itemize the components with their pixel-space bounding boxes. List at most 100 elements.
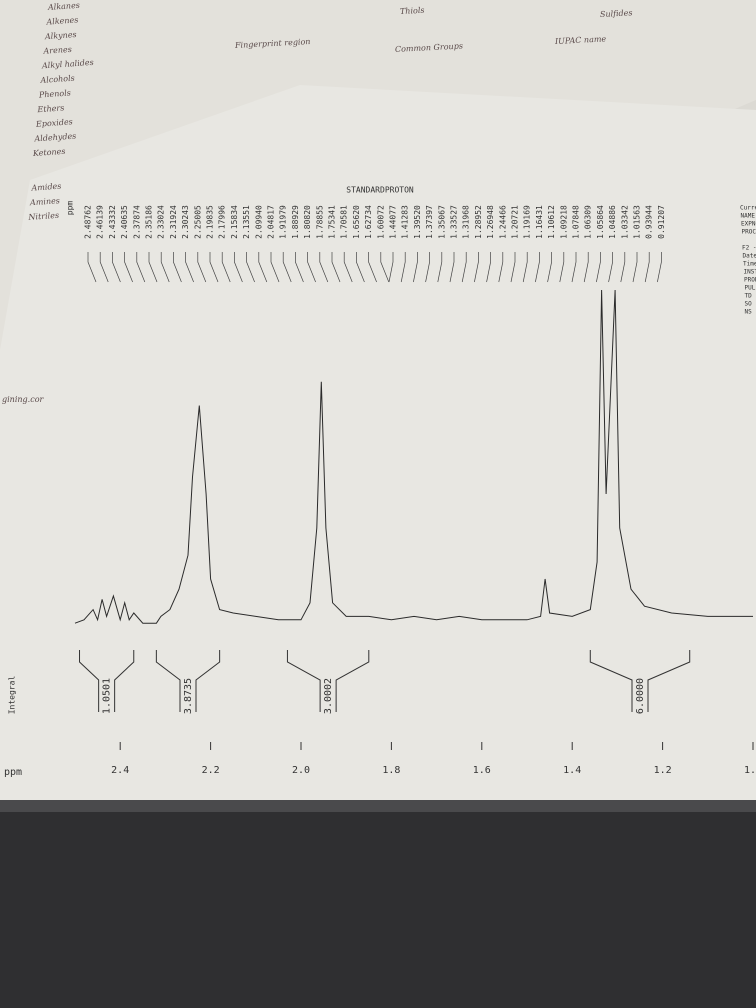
peak-leader — [246, 252, 255, 283]
peak-leader — [632, 252, 638, 283]
parameter: EXPNO — [741, 221, 756, 228]
note-text: Alcohols — [39, 74, 75, 85]
note-text: Epoxides — [35, 117, 73, 129]
x-tick-label: 2.4 — [111, 765, 129, 776]
peak-label: 1.62734 — [364, 205, 373, 239]
peak-leader — [522, 252, 528, 283]
peak-label: 2.13551 — [242, 205, 251, 239]
parameter: INST — [744, 269, 756, 276]
peak-label: 2.31924 — [169, 205, 178, 239]
parameter: NAME — [741, 213, 756, 220]
x-tick-label: 1.0 — [744, 765, 756, 776]
peak-leader — [282, 252, 292, 283]
note-text: Nitriles — [27, 211, 59, 222]
peak-leader — [331, 252, 341, 283]
peak-leader — [657, 252, 662, 283]
x-tick-label: 2.2 — [202, 765, 220, 776]
peak-label: 1.44077 — [389, 205, 398, 239]
parameter: Time — [743, 261, 756, 268]
peak-leader — [185, 252, 194, 283]
integral-bracket — [286, 650, 370, 712]
peak-leader — [474, 252, 479, 283]
note-text: Arenes — [42, 45, 72, 56]
peak-label: 0.91207 — [657, 205, 666, 239]
peak-label: 1.35067 — [437, 205, 446, 239]
peak-label: 1.31968 — [462, 205, 471, 239]
peak-leader — [498, 252, 504, 283]
peak-label: 1.16431 — [535, 205, 544, 239]
peak-leader — [461, 252, 467, 283]
note-heading: IUPAC name — [554, 34, 607, 46]
peak-leader — [356, 252, 365, 283]
peak-label: 2.15834 — [230, 205, 239, 239]
peak-label: 1.28952 — [474, 205, 483, 239]
peak-leader — [368, 252, 377, 283]
x-axis-label: ppm — [4, 767, 22, 778]
note-text: Phenols — [38, 88, 71, 99]
note-text: Alkenes — [45, 15, 78, 26]
parameter: PROCNO — [742, 229, 756, 236]
peak-leader — [160, 252, 170, 283]
peak-label: 2.35186 — [145, 205, 154, 239]
note-text: Alkyl halides — [41, 58, 94, 71]
peak-leader — [295, 252, 304, 283]
peak-leader — [221, 252, 231, 283]
peak-label: 1.09218 — [559, 205, 568, 239]
peak-label: 2.40635 — [120, 205, 129, 239]
spectrum-trace — [74, 289, 753, 624]
integral-label: Integral — [8, 676, 17, 715]
peak-leader — [400, 252, 406, 283]
peak-leader — [413, 252, 418, 283]
peak-label: 1.01563 — [633, 205, 642, 239]
note-heading: Fingerprint region — [234, 37, 311, 50]
peak-leader — [644, 252, 650, 283]
peak-leader — [343, 252, 353, 283]
peak-leader — [87, 252, 97, 283]
peak-label: 1.65620 — [352, 205, 361, 239]
peak-leader — [547, 252, 552, 283]
peak-leader — [136, 252, 146, 283]
peak-label: 1.05864 — [596, 205, 605, 239]
notes: Alkanes Alkenes Alkynes Arenes Alkyl halides… — [27, 1, 632, 222]
chart-title: STANDARDPROTON — [346, 186, 414, 195]
peak-label: 1.26948 — [486, 205, 495, 239]
parameter: TD — [745, 293, 753, 300]
peak-leader — [425, 252, 430, 283]
peak-leader — [380, 252, 390, 283]
peak-label: 1.60072 — [376, 205, 385, 239]
peak-leader — [197, 252, 207, 283]
peak-leader — [258, 252, 268, 283]
parameter: PUL — [745, 285, 756, 292]
peak-label: 1.80820 — [303, 205, 312, 239]
peak-label: 1.78855 — [315, 205, 324, 239]
peak-label: 1.04886 — [608, 205, 617, 239]
parameter: F2 - — [742, 245, 756, 252]
note-text: Alkanes — [47, 1, 81, 12]
integral-value: 1.0501 — [102, 678, 113, 714]
peak-leader — [510, 252, 516, 283]
peak-leader — [571, 252, 577, 283]
sheet-edge — [0, 800, 756, 812]
note-heading: Thiols — [400, 6, 425, 16]
peak-leader — [437, 252, 443, 283]
peak-leader — [535, 252, 540, 283]
peak-leader — [583, 252, 589, 283]
note-text: Amides — [30, 182, 61, 193]
x-tick-label: 1.2 — [654, 765, 672, 776]
peak-leader — [270, 252, 280, 283]
peak-label: 1.41283 — [401, 205, 410, 239]
peak-label: 0.93944 — [645, 205, 654, 239]
integral-value: 6.0000 — [635, 678, 646, 714]
peak-label: 1.37397 — [425, 205, 434, 239]
peak-label: 2.09940 — [254, 205, 263, 239]
peak-leader — [559, 252, 565, 283]
note-text: Alkynes — [44, 30, 77, 41]
peak-leader — [209, 252, 219, 283]
integral-bracket — [79, 650, 135, 712]
plot: 2.4 2.2 2.0 1.8 1.6 1.4 1.2 1.0 1.0501 3.8735 3.00… — [74, 205, 756, 776]
peak-label: 2.46139 — [96, 205, 105, 239]
table-shadow — [0, 800, 756, 1008]
integral-value: 3.8735 — [183, 678, 194, 714]
peak-leader — [608, 252, 613, 283]
